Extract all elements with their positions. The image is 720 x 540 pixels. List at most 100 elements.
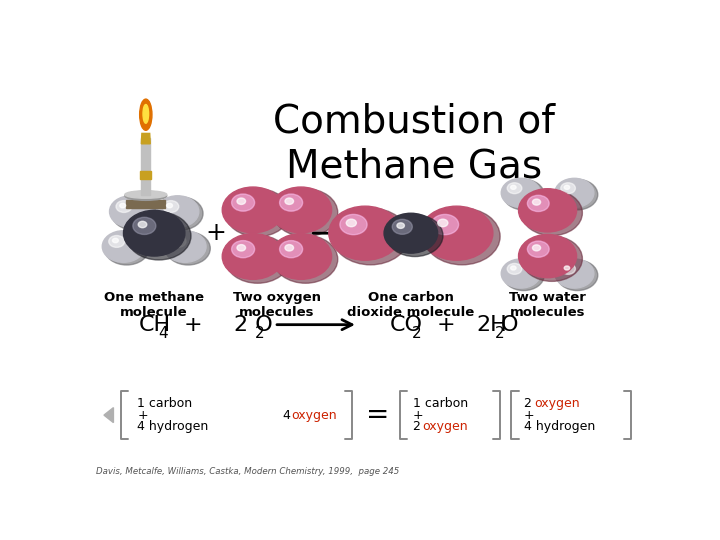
Ellipse shape (156, 196, 199, 227)
Ellipse shape (279, 241, 302, 258)
Ellipse shape (333, 208, 409, 265)
Text: O: O (500, 315, 518, 335)
Text: 1 carbon: 1 carbon (138, 397, 192, 410)
Ellipse shape (163, 231, 206, 262)
Ellipse shape (533, 199, 541, 205)
Ellipse shape (124, 211, 185, 256)
Text: oxygen: oxygen (423, 420, 468, 433)
Text: 2: 2 (524, 397, 536, 410)
Ellipse shape (237, 245, 246, 251)
Text: +: + (413, 409, 423, 422)
Ellipse shape (518, 188, 577, 232)
Text: CO: CO (390, 315, 423, 335)
Ellipse shape (285, 198, 294, 205)
Ellipse shape (424, 208, 500, 265)
Text: oxygen: oxygen (291, 409, 336, 422)
Ellipse shape (564, 185, 570, 190)
Ellipse shape (555, 259, 594, 288)
Text: 2: 2 (255, 326, 265, 341)
Ellipse shape (503, 260, 544, 291)
Ellipse shape (163, 200, 179, 212)
Text: 2: 2 (412, 326, 422, 341)
Ellipse shape (521, 236, 582, 281)
Ellipse shape (109, 235, 125, 247)
Text: oxygen: oxygen (534, 397, 580, 410)
Ellipse shape (527, 195, 549, 212)
Text: Combustion of
Methane Gas: Combustion of Methane Gas (273, 102, 554, 186)
Text: 2 O: 2 O (234, 315, 273, 335)
Ellipse shape (174, 238, 180, 242)
Text: Two oxygen
molecules: Two oxygen molecules (233, 292, 321, 320)
Text: 2H: 2H (477, 315, 508, 335)
Polygon shape (104, 408, 114, 423)
Ellipse shape (104, 232, 149, 265)
Ellipse shape (232, 241, 255, 258)
Polygon shape (141, 133, 150, 144)
Ellipse shape (222, 187, 284, 233)
Ellipse shape (561, 183, 575, 194)
Ellipse shape (279, 194, 302, 211)
Text: +: + (473, 221, 494, 245)
Ellipse shape (340, 214, 367, 235)
Ellipse shape (125, 191, 167, 198)
Text: Davis, Metcalfe, Williams, Castka, Modern Chemistry, 1999,  page 245: Davis, Metcalfe, Williams, Castka, Moder… (96, 468, 399, 476)
Ellipse shape (557, 260, 598, 291)
Polygon shape (126, 200, 166, 208)
Ellipse shape (392, 219, 413, 234)
Ellipse shape (507, 264, 522, 274)
Ellipse shape (285, 245, 294, 251)
Text: 4 hydrogen: 4 hydrogen (524, 420, 595, 433)
Text: 2: 2 (413, 420, 424, 433)
Ellipse shape (127, 212, 191, 260)
Text: +: + (138, 409, 148, 422)
Ellipse shape (510, 266, 516, 270)
Ellipse shape (125, 191, 167, 200)
Ellipse shape (274, 188, 338, 237)
Ellipse shape (507, 183, 522, 194)
Text: +: + (184, 315, 202, 335)
Ellipse shape (501, 178, 540, 207)
Ellipse shape (232, 194, 255, 211)
Text: 4: 4 (282, 409, 294, 422)
Text: 4 hydrogen: 4 hydrogen (138, 420, 209, 433)
Ellipse shape (166, 204, 173, 208)
Ellipse shape (270, 187, 332, 233)
Ellipse shape (561, 264, 575, 274)
Ellipse shape (557, 179, 598, 210)
Ellipse shape (138, 221, 147, 228)
Text: 1 carbon: 1 carbon (413, 397, 468, 410)
Text: +: + (524, 409, 535, 422)
Ellipse shape (527, 241, 549, 257)
Text: One carbon
dioxide molecule: One carbon dioxide molecule (347, 292, 474, 320)
Ellipse shape (420, 206, 493, 260)
Text: 4: 4 (158, 326, 168, 341)
Polygon shape (141, 138, 150, 194)
Ellipse shape (133, 217, 156, 234)
Ellipse shape (170, 235, 186, 247)
Ellipse shape (329, 206, 401, 260)
Text: +: + (205, 221, 226, 245)
Text: CH: CH (138, 315, 171, 335)
Polygon shape (140, 171, 151, 179)
Text: +: + (437, 315, 455, 335)
Ellipse shape (112, 238, 118, 242)
Ellipse shape (166, 232, 210, 265)
Text: 2: 2 (495, 326, 505, 341)
Ellipse shape (397, 223, 405, 228)
Ellipse shape (555, 178, 594, 207)
Ellipse shape (501, 259, 540, 288)
Ellipse shape (225, 188, 289, 237)
Ellipse shape (109, 196, 152, 227)
Ellipse shape (112, 197, 156, 230)
Ellipse shape (140, 99, 152, 130)
Ellipse shape (384, 213, 438, 253)
Ellipse shape (143, 105, 148, 123)
Ellipse shape (225, 235, 289, 284)
Text: =: = (366, 401, 389, 429)
Ellipse shape (564, 266, 570, 270)
Ellipse shape (521, 190, 582, 235)
Ellipse shape (431, 214, 459, 235)
Text: One methane
molecule: One methane molecule (104, 292, 204, 320)
Ellipse shape (533, 245, 541, 251)
Ellipse shape (158, 197, 203, 230)
